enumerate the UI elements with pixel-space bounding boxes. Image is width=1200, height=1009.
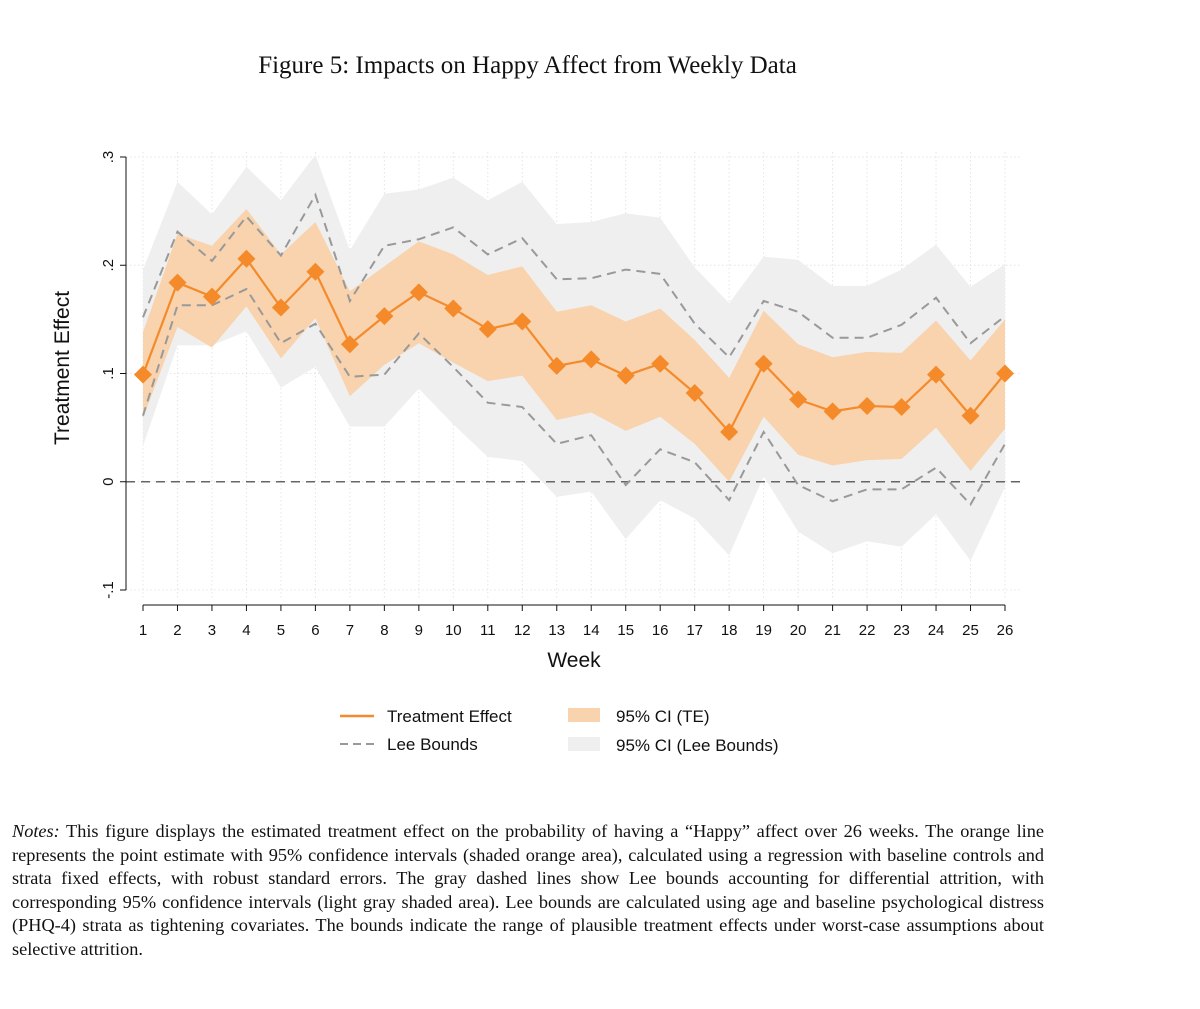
treatment-point — [306, 262, 325, 281]
treatment-point — [927, 365, 946, 384]
legend-ci-lee-label: 95% CI (Lee Bounds) — [616, 736, 779, 755]
treatment-point — [547, 356, 566, 375]
treatment-point — [996, 364, 1014, 383]
treatment-point — [754, 354, 773, 373]
treatment-point — [858, 396, 877, 415]
x-tick-label: 14 — [583, 622, 600, 639]
x-tick-label: 25 — [962, 622, 979, 639]
treatment-point — [340, 335, 359, 354]
treatment-point — [134, 365, 152, 384]
x-tick-label: 17 — [686, 622, 703, 639]
treatment-point — [685, 383, 704, 402]
x-tick-label: 4 — [242, 622, 250, 639]
legend-ci-te-label: 95% CI (TE) — [616, 707, 710, 726]
treatment-point — [409, 283, 428, 302]
x-tick-label: 11 — [480, 622, 496, 639]
y-axis: -.1 0 .1 .2 .3 — [100, 151, 127, 599]
treatment-point — [961, 406, 980, 425]
x-tick-label: 16 — [652, 622, 669, 639]
te-ci-band — [143, 208, 1005, 482]
x-tick-label: 7 — [346, 622, 354, 639]
y-tick-label: .3 — [100, 151, 117, 164]
treatment-point — [375, 307, 394, 326]
x-tick-label: 18 — [721, 622, 738, 639]
y-tick-label: 0 — [100, 478, 117, 486]
lee-bounds-lines — [142, 192, 1006, 507]
legend: Treatment Effect 95% CI (TE) Lee Bounds … — [340, 707, 779, 755]
legend-treatment-label: Treatment Effect — [387, 707, 512, 726]
y-tick-label: .2 — [100, 259, 117, 272]
treatment-point — [582, 350, 601, 369]
treatment-point — [237, 249, 256, 268]
x-tick-label: 1 — [139, 622, 147, 639]
x-tick-label: 15 — [617, 622, 634, 639]
notes-label: Notes: — [12, 821, 60, 841]
y-tick-label: .1 — [100, 367, 117, 380]
treatment-point — [271, 298, 290, 317]
treatment-point — [789, 390, 808, 409]
x-tick-label: 6 — [311, 622, 319, 639]
treatment-point — [478, 320, 497, 339]
x-tick-label: 3 — [208, 622, 216, 639]
treatment-point — [202, 287, 221, 306]
x-tick-label: 8 — [380, 622, 388, 639]
x-tick-label: 9 — [415, 622, 423, 639]
te-ci-area — [143, 208, 1005, 482]
x-tick-label: 20 — [790, 622, 807, 639]
lee-upper-line — [142, 192, 1006, 359]
x-tick-label: 21 — [824, 622, 841, 639]
legend-ci-lee-swatch — [568, 737, 600, 751]
treatment-point — [444, 299, 463, 318]
treatment-effect-line — [134, 249, 1014, 441]
x-tick-label: 10 — [445, 622, 462, 639]
x-tick-label: 24 — [928, 622, 945, 639]
treatment-point — [168, 273, 187, 292]
treatment-point — [823, 402, 842, 421]
x-tick-label: 13 — [548, 622, 565, 639]
treatment-point — [616, 366, 635, 385]
chart: -.10.1.2.3 1 2 3 4 5 6 7 8 9 10 11 12 13 14 15 16 17 18 19… — [51, 151, 1020, 755]
x-tick-label: 12 — [514, 622, 531, 639]
y-tick-label: -.1 — [100, 581, 117, 599]
x-tick-label: 5 — [277, 622, 285, 639]
x-tick-label: 2 — [173, 622, 181, 639]
x-axis-label: Week — [547, 649, 601, 672]
x-axis: 1 2 3 4 5 6 7 8 9 10 11 12 13 14 15 16 17 18 19 20 21 22 23 24 2… — [139, 604, 1014, 639]
x-tick-label: 23 — [893, 622, 910, 639]
x-tick-label: 22 — [859, 622, 876, 639]
treatment-point — [513, 312, 532, 331]
figure-notes: Notes: This figure displays the estimate… — [12, 820, 1044, 962]
notes-text: This figure displays the estimated treat… — [12, 821, 1044, 959]
legend-lee-label: Lee Bounds — [387, 735, 478, 754]
x-tick-label: 19 — [755, 622, 772, 639]
figure-title: Figure 5: Impacts on Happy Affect from W… — [258, 52, 797, 79]
x-tick-label: 26 — [997, 622, 1014, 639]
treatment-point — [651, 354, 670, 373]
treatment-point — [720, 422, 739, 441]
lee-lower-line — [142, 287, 1006, 507]
legend-ci-te-swatch — [568, 708, 600, 722]
y-axis-label: Treatment Effect — [51, 291, 74, 445]
treatment-point — [892, 398, 911, 417]
